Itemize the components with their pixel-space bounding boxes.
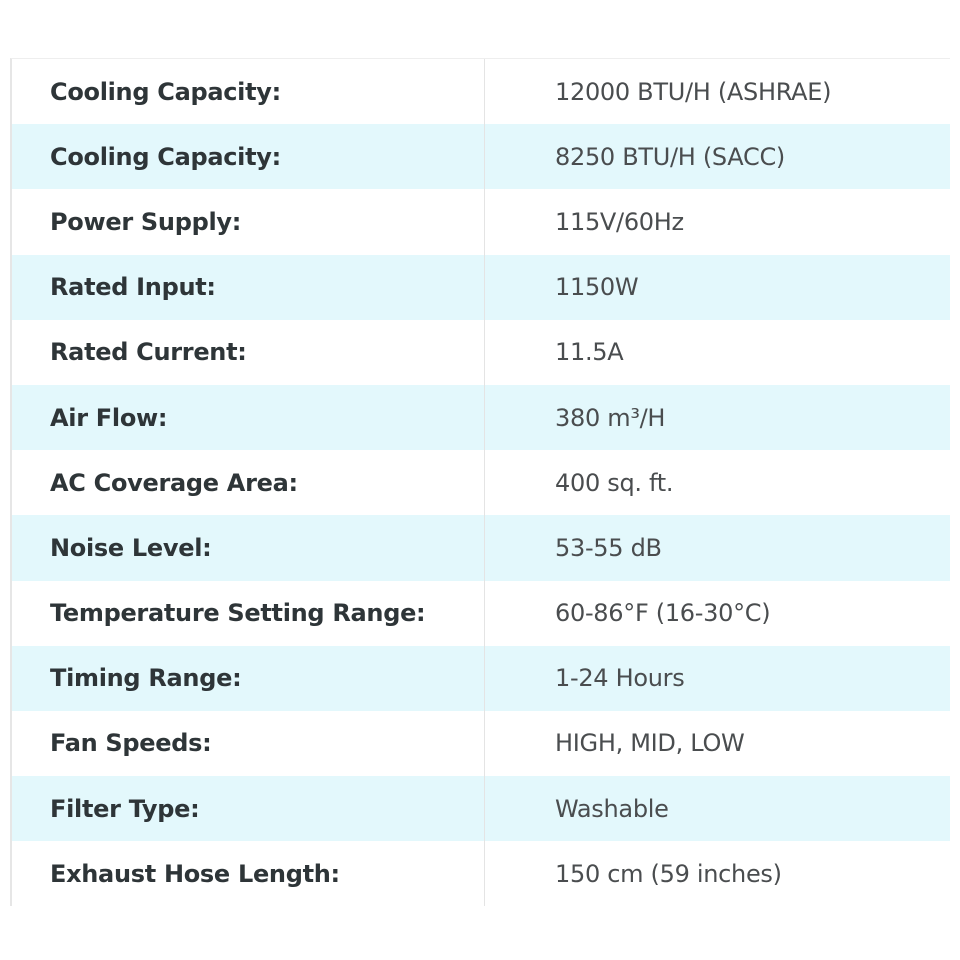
column-divider xyxy=(484,776,485,842)
spec-row: Power Supply: 115V/60Hz xyxy=(12,189,950,255)
spec-label: Exhaust Hose Length: xyxy=(50,859,340,888)
column-divider xyxy=(484,580,485,646)
spec-value: 1-24 Hours xyxy=(555,664,685,693)
column-divider xyxy=(484,254,485,320)
spec-table: Cooling Capacity: 12000 BTU/H (ASHRAE) Coo… xyxy=(10,58,950,907)
spec-label: Temperature Setting Range: xyxy=(50,599,426,628)
spec-value: 12000 BTU/H (ASHRAE) xyxy=(555,77,832,106)
spec-row: Cooling Capacity: 12000 BTU/H (ASHRAE) xyxy=(12,59,950,125)
spec-label: Cooling Capacity: xyxy=(50,142,281,171)
spec-row: Cooling Capacity: 8250 BTU/H (SACC) xyxy=(12,124,950,190)
spec-row: Air Flow: 380 m³/H xyxy=(12,384,950,451)
spec-label: Timing Range: xyxy=(50,664,242,693)
spec-value: 60-86°F (16-30°C) xyxy=(555,599,771,628)
spec-label: Filter Type: xyxy=(50,794,200,823)
spec-label: Fan Speeds: xyxy=(50,729,212,758)
spec-label: Rated Current: xyxy=(50,338,247,367)
column-divider xyxy=(484,710,485,777)
spec-value: 53-55 dB xyxy=(555,533,662,562)
column-divider xyxy=(484,515,485,581)
spec-row: Timing Range: 1-24 Hours xyxy=(12,645,950,711)
spec-row: AC Coverage Area: 400 sq. ft. xyxy=(12,450,950,516)
column-divider xyxy=(484,124,485,190)
spec-row: Filter Type: Washable xyxy=(12,776,950,842)
spec-value: 380 m³/H xyxy=(555,403,666,432)
spec-label: Air Flow: xyxy=(50,403,168,432)
spec-row: Rated Input: 1150W xyxy=(12,254,950,320)
spec-label: Noise Level: xyxy=(50,533,212,562)
spec-value: 8250 BTU/H (SACC) xyxy=(555,142,785,171)
column-divider xyxy=(484,645,485,711)
spec-value: 1150W xyxy=(555,273,639,302)
column-divider xyxy=(484,319,485,385)
column-divider xyxy=(484,384,485,451)
spec-value: 150 cm (59 inches) xyxy=(555,859,782,888)
spec-row: Temperature Setting Range: 60-86°F (16-30… xyxy=(12,580,950,646)
spec-row: Rated Current: 11.5A xyxy=(12,319,950,385)
spec-value: 115V/60Hz xyxy=(555,207,684,236)
spec-row: Noise Level: 53-55 dB xyxy=(12,515,950,581)
spec-label: Cooling Capacity: xyxy=(50,77,281,106)
spec-row: Exhaust Hose Length: 150 cm (59 inches) xyxy=(12,841,950,907)
column-divider xyxy=(484,59,485,125)
spec-value: Washable xyxy=(555,794,669,823)
column-divider xyxy=(484,841,485,907)
spec-row: Fan Speeds: HIGH, MID, LOW xyxy=(12,710,950,777)
spec-value: HIGH, MID, LOW xyxy=(555,729,745,758)
column-divider xyxy=(484,450,485,516)
column-divider xyxy=(484,189,485,255)
spec-label: Rated Input: xyxy=(50,273,216,302)
spec-value: 400 sq. ft. xyxy=(555,468,674,497)
spec-value: 11.5A xyxy=(555,338,624,367)
spec-label: AC Coverage Area: xyxy=(50,468,298,497)
spec-label: Power Supply: xyxy=(50,207,242,236)
